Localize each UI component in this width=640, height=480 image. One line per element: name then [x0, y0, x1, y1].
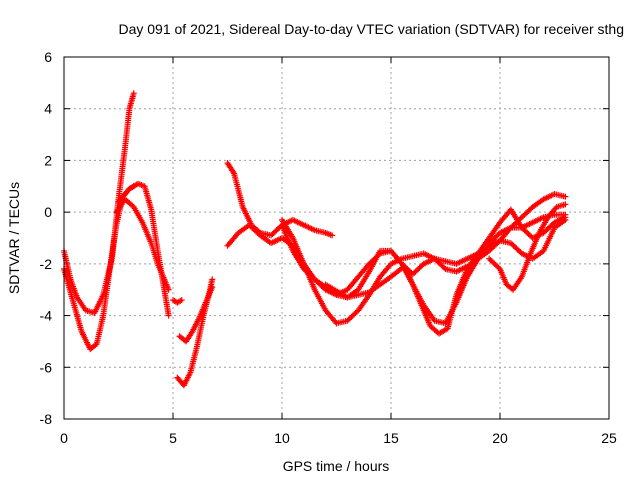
data-point-marker: [562, 201, 569, 208]
y-tick-label: 6: [44, 49, 52, 65]
x-tick-label: 25: [601, 430, 617, 446]
data-point-marker: [209, 276, 216, 283]
data-point-marker: [441, 264, 448, 271]
y-tick-label: -6: [40, 359, 53, 375]
y-tick-label: -2: [40, 256, 53, 272]
data-point-marker: [329, 232, 336, 239]
series-arc-k: [322, 206, 569, 337]
data-point-marker: [209, 284, 216, 291]
series-arc-d: [113, 196, 172, 293]
data-point-marker: [562, 214, 569, 221]
series-arc-l: [486, 201, 569, 293]
data-points: [61, 90, 569, 389]
plot-area: [64, 57, 609, 419]
data-point-marker: [495, 264, 502, 271]
y-axis-ticks: -8 -6 -4 -2 0 2 4 6: [40, 49, 609, 427]
y-axis-label: SDTVAR / TECUs: [6, 182, 22, 294]
series-arc-f: [176, 284, 216, 345]
y-tick-label: -8: [40, 411, 53, 427]
x-tick-label: 20: [492, 430, 508, 446]
series-arc-g: [224, 160, 336, 239]
y-tick-label: 4: [44, 101, 52, 117]
data-point-marker: [178, 297, 185, 304]
data-point-marker: [165, 286, 172, 293]
x-tick-label: 10: [274, 430, 290, 446]
x-tick-label: 5: [169, 430, 177, 446]
data-point-marker: [165, 312, 172, 319]
plot-border: [63, 56, 610, 420]
series-arc-m: [170, 297, 185, 306]
x-axis-label: GPS time / hours: [283, 458, 390, 474]
y-tick-label: -4: [40, 308, 53, 324]
chart-title: Day 091 of 2021, Sidereal Day-to-day VTE…: [118, 21, 624, 37]
data-point-marker: [130, 90, 137, 97]
x-tick-label: 15: [383, 430, 399, 446]
y-tick-label: 0: [44, 204, 52, 220]
data-point-marker: [562, 193, 569, 200]
y-tick-label: 2: [44, 152, 52, 168]
x-tick-label: 0: [60, 430, 68, 446]
series-arc-c: [115, 180, 172, 319]
data-point-marker: [375, 251, 382, 258]
